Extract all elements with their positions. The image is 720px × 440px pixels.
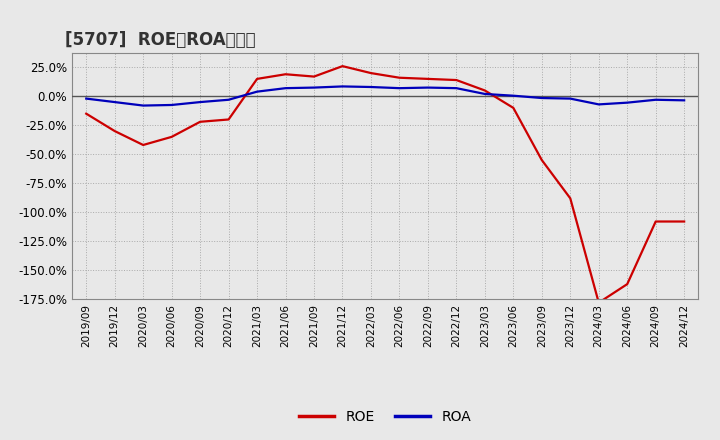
ROA bbox=[423, 85, 432, 90]
ROE bbox=[452, 77, 461, 83]
ROA bbox=[452, 85, 461, 91]
ROA bbox=[652, 97, 660, 103]
ROA bbox=[595, 102, 603, 107]
ROE bbox=[196, 119, 204, 125]
ROA bbox=[680, 98, 688, 103]
ROE bbox=[167, 134, 176, 139]
ROE bbox=[680, 219, 688, 224]
Line: ROE: ROE bbox=[86, 66, 684, 303]
ROE bbox=[225, 117, 233, 122]
ROA bbox=[623, 100, 631, 105]
ROA bbox=[395, 85, 404, 91]
ROA bbox=[338, 84, 347, 89]
ROA bbox=[167, 103, 176, 108]
Text: [5707]  ROE、ROAの推移: [5707] ROE、ROAの推移 bbox=[65, 31, 256, 49]
ROA bbox=[566, 96, 575, 101]
ROE bbox=[509, 105, 518, 110]
ROE bbox=[623, 282, 631, 287]
ROE bbox=[310, 74, 318, 79]
ROE bbox=[595, 300, 603, 305]
ROE bbox=[82, 111, 91, 116]
ROA bbox=[253, 89, 261, 94]
ROE bbox=[423, 76, 432, 81]
ROE bbox=[480, 88, 489, 93]
ROE bbox=[139, 143, 148, 148]
ROA bbox=[196, 99, 204, 105]
ROE bbox=[652, 219, 660, 224]
ROE bbox=[282, 72, 290, 77]
ROA bbox=[480, 92, 489, 97]
ROA bbox=[282, 85, 290, 91]
ROE bbox=[395, 75, 404, 81]
ROE bbox=[366, 70, 375, 76]
ROE bbox=[537, 158, 546, 163]
ROA bbox=[509, 93, 518, 99]
ROE bbox=[253, 76, 261, 81]
ROA bbox=[310, 85, 318, 90]
ROA bbox=[82, 96, 91, 101]
ROA bbox=[225, 97, 233, 103]
ROE bbox=[566, 196, 575, 201]
ROA bbox=[366, 84, 375, 90]
ROE bbox=[338, 63, 347, 69]
Legend: ROE, ROA: ROE, ROA bbox=[300, 410, 471, 424]
ROA bbox=[110, 99, 119, 105]
ROA bbox=[537, 95, 546, 101]
Line: ROA: ROA bbox=[86, 86, 684, 106]
ROE bbox=[110, 128, 119, 134]
ROA bbox=[139, 103, 148, 108]
